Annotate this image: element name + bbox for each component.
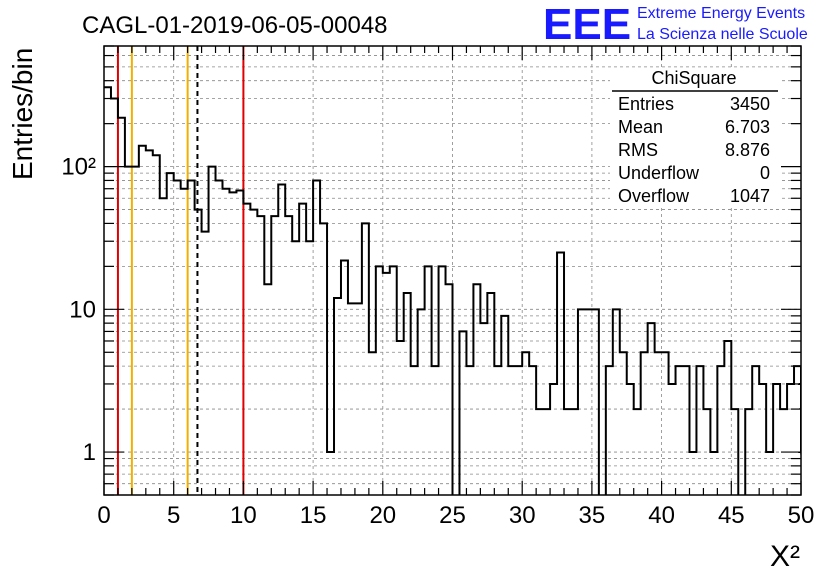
stats-label: Overflow	[618, 186, 690, 206]
x-tick-label: 45	[718, 502, 745, 529]
stats-value: 6.703	[725, 117, 770, 137]
reference-lines	[116, 46, 245, 495]
stats-title: ChiSquare	[651, 68, 736, 88]
x-tick-label: 15	[300, 502, 327, 529]
y-axis-label: Entries/bin	[7, 48, 38, 180]
axis-ticks	[103, 45, 802, 496]
stats-label: Mean	[618, 117, 663, 137]
eee-logo: EEE	[543, 0, 631, 49]
chart-title: CAGL-01-2019-06-05-00048	[82, 12, 388, 39]
x-tick-label: 30	[509, 502, 536, 529]
x-tick-label: 50	[788, 502, 815, 529]
x-tick-label: 5	[167, 502, 180, 529]
stats-label: Underflow	[618, 163, 700, 183]
x-tick-label: 20	[369, 502, 396, 529]
stats-value: 3450	[730, 94, 770, 114]
histogram-line	[104, 86, 801, 495]
logo-line-1: Extreme Energy Events	[637, 5, 805, 22]
x-tick-label: 10	[230, 502, 257, 529]
x-tick-label: 35	[579, 502, 606, 529]
x-tick-label: 25	[439, 502, 466, 529]
stats-box: ChiSquare Entries 3450 Mean 6.703 RMS 8.876 Un…	[610, 68, 780, 208]
stats-value: 0	[760, 163, 770, 183]
x-tick-label: 0	[97, 502, 110, 529]
stats-label: Entries	[618, 94, 674, 114]
x-axis-label: X²	[770, 540, 800, 572]
stats-label: RMS	[618, 140, 658, 160]
y-tick-label: 10²	[61, 154, 96, 181]
y-tick-label: 10	[69, 296, 96, 323]
stats-value: 1047	[730, 186, 770, 206]
y-tick-label: 1	[83, 439, 96, 466]
x-tick-label: 40	[648, 502, 675, 529]
x-tick-labels: 0 5 10 15 20 25 30 35 40 45 50	[97, 502, 814, 529]
logo-line-2: La Scienza nelle Scuole	[637, 26, 808, 43]
stats-value: 8.876	[725, 140, 770, 160]
y-tick-labels: 1 10 10²	[61, 154, 96, 466]
